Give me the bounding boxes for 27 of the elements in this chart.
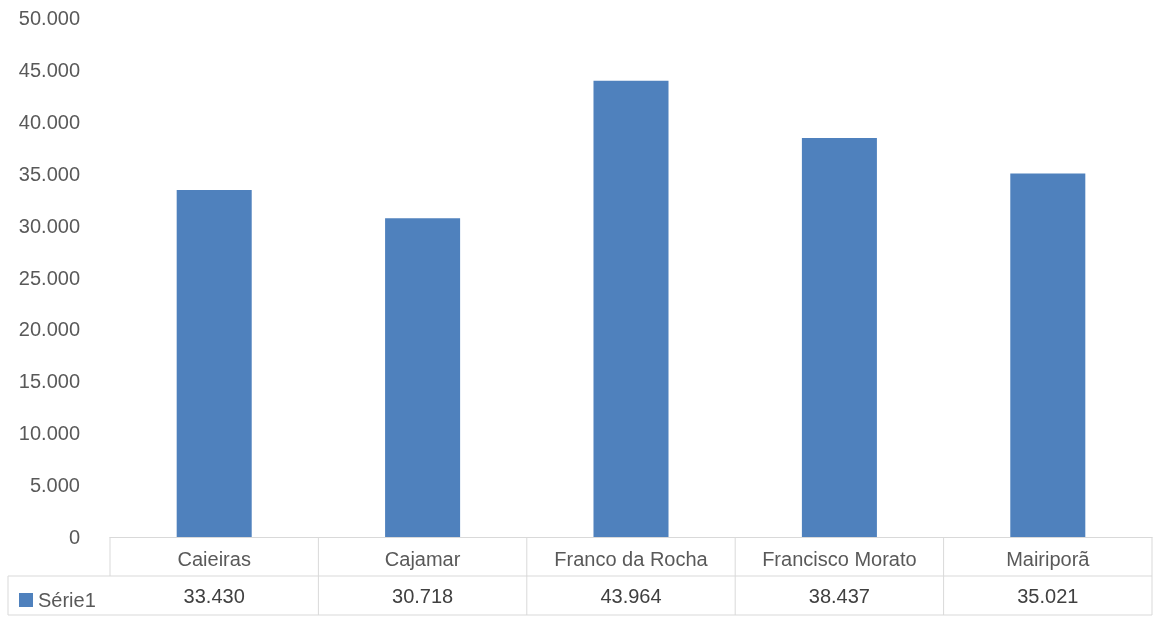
y-tick-label: 10.000 <box>18 422 80 445</box>
y-tick-label: 20.000 <box>18 318 80 341</box>
bar <box>801 138 877 537</box>
data-label: 38.437 <box>808 584 870 607</box>
y-tick-label: 25.000 <box>18 266 80 289</box>
y-tick-label: 5.000 <box>29 474 80 497</box>
y-tick-label: 0 <box>68 526 80 548</box>
y-tick-label: 45.000 <box>18 58 80 81</box>
bar <box>593 80 669 537</box>
x-tick-label: Franco da Rocha <box>554 548 709 570</box>
y-tick-label: 50.000 <box>18 7 80 29</box>
x-tick-label: Francisco Morato <box>762 548 917 570</box>
x-tick-label: Cajamar <box>384 548 461 570</box>
bar <box>1010 173 1086 537</box>
legend-label: Série1 <box>38 589 96 611</box>
data-label: 30.718 <box>392 584 454 607</box>
x-tick-label: Caieiras <box>177 548 251 570</box>
y-tick-label: 40.000 <box>18 110 80 133</box>
y-tick-label: 35.000 <box>18 162 80 185</box>
bar <box>385 218 461 537</box>
data-label: 35.021 <box>1017 584 1079 607</box>
x-tick-label: Mairiporã <box>1006 548 1091 570</box>
data-label: 33.430 <box>183 584 245 607</box>
data-label: 43.964 <box>600 584 662 607</box>
y-tick-label: 15.000 <box>18 370 80 393</box>
bar <box>176 190 252 537</box>
y-tick-label: 30.000 <box>18 214 80 237</box>
